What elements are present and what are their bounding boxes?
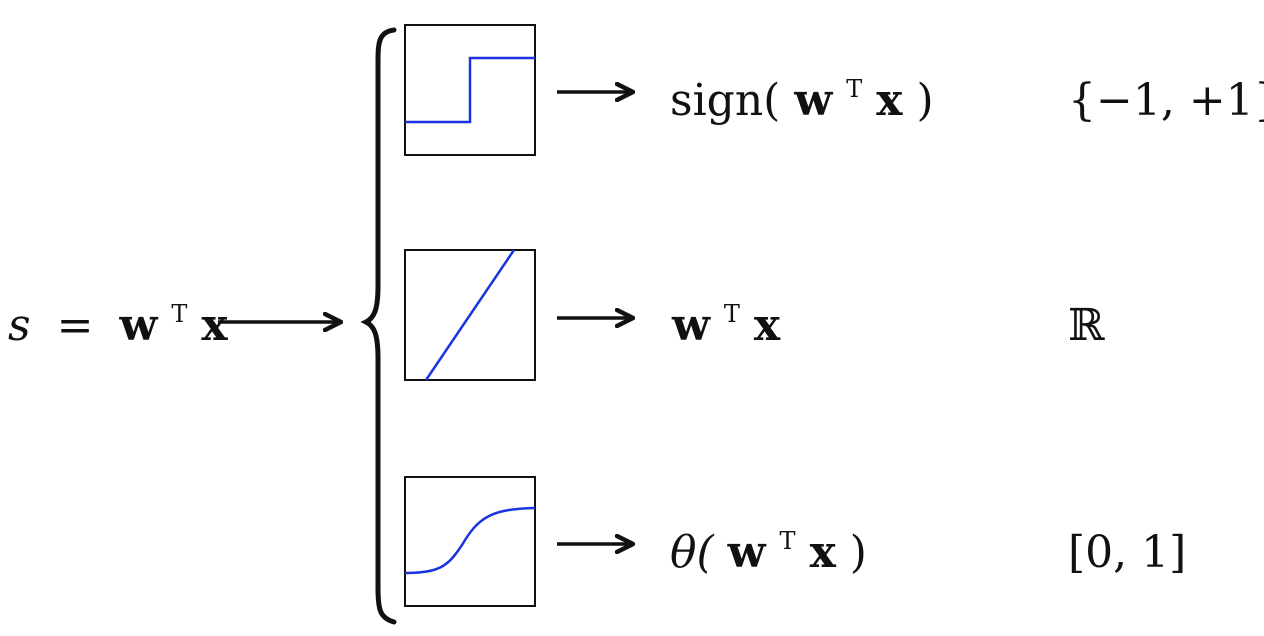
linear-expression: w T x: [671, 282, 781, 351]
sign-suffix: ): [916, 75, 933, 126]
sigmoid-transpose: T: [780, 527, 796, 555]
sign-transpose: T: [846, 75, 862, 103]
linear-output-range: ℝ: [1068, 300, 1105, 351]
sigmoid-prefix: θ(: [670, 527, 714, 578]
sigmoid-output-range: [0, 1]: [1068, 527, 1186, 578]
input-expression: s = w T x: [8, 282, 228, 351]
sigmoid-x: x: [810, 527, 837, 578]
sign-expression: sign( w T x ): [670, 57, 934, 126]
sigmoid-curve: [404, 506, 536, 575]
sign-w: w: [793, 75, 833, 126]
sign-x: x: [876, 75, 903, 126]
step-curve: [405, 56, 535, 124]
sigmoid-w: w: [727, 527, 767, 578]
model-row-sign: sign( w T x ) {−1, +1}: [404, 24, 1264, 156]
left-brace: [360, 27, 397, 625]
input-equals: =: [57, 300, 94, 351]
sigmoid-suffix: ): [850, 527, 867, 578]
input-x: x: [201, 300, 228, 351]
sign-prefix: sign(: [670, 75, 780, 126]
input-w: w: [118, 300, 158, 351]
sigmoid-expression: θ( w T x ): [670, 509, 867, 578]
sigmoid-plot-box: [404, 476, 536, 607]
sign-output-range: {−1, +1}: [1068, 75, 1264, 126]
linear-curve: [424, 249, 516, 381]
linear-x: x: [754, 300, 781, 351]
input-transpose: T: [171, 300, 187, 328]
input-variable: s: [8, 300, 31, 351]
model-row-linear: w T x ℝ: [404, 249, 1105, 381]
model-row-sigmoid: θ( w T x ) [0, 1]: [404, 476, 1186, 607]
linear-w: w: [671, 300, 711, 351]
linear-transpose: T: [724, 300, 740, 328]
